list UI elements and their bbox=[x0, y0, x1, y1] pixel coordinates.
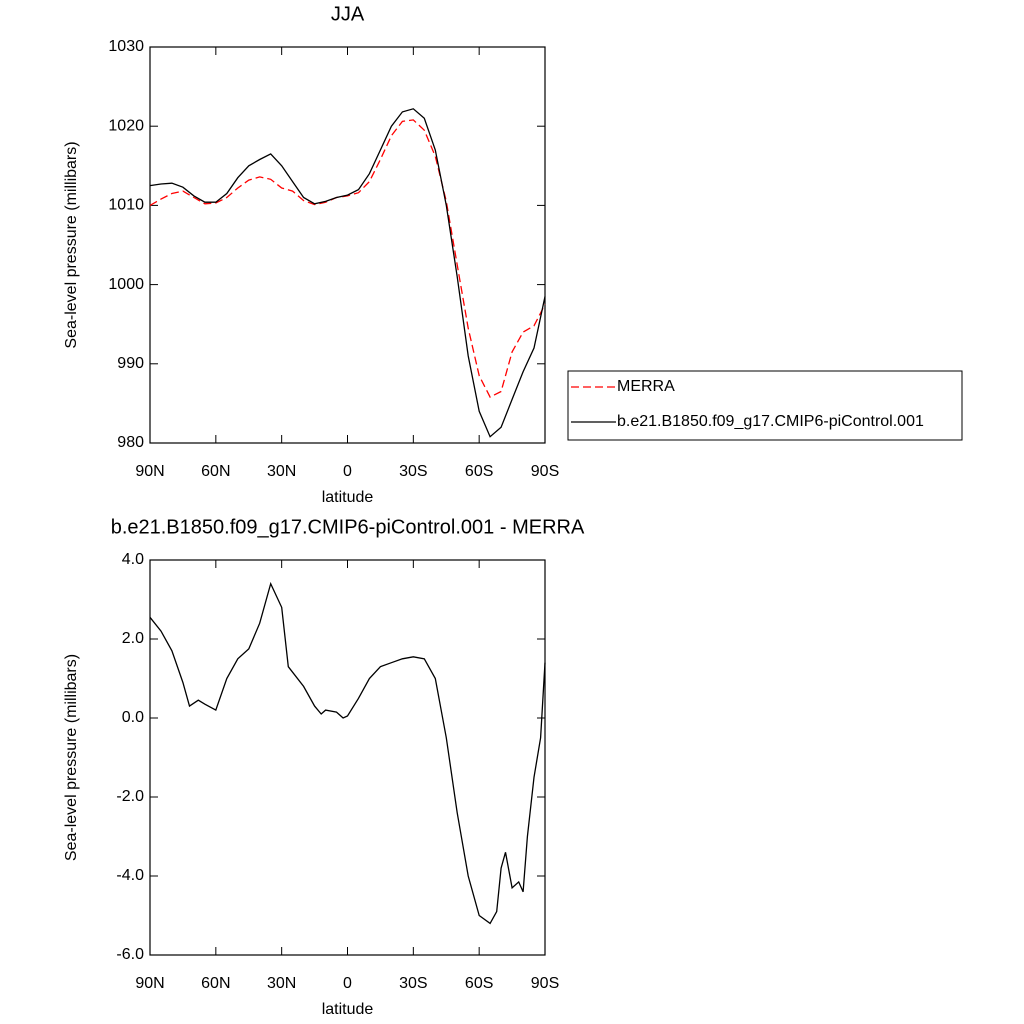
x-tick-label: 60S bbox=[465, 463, 493, 480]
x-tick-label: 30N bbox=[267, 975, 296, 992]
data-line bbox=[149, 581, 546, 925]
x-tick-label: 30S bbox=[399, 975, 427, 992]
plot-frame bbox=[149, 559, 546, 956]
y-tick-label: 1020 bbox=[108, 117, 144, 134]
y-tick-label: 1010 bbox=[108, 197, 144, 214]
y-tick-label: 2.0 bbox=[122, 630, 144, 647]
y-tick-label: -4.0 bbox=[116, 867, 144, 884]
x-tick-label: 60N bbox=[201, 975, 230, 992]
x-tick-label: 90N bbox=[135, 463, 164, 480]
y-axis-label: Sea-level pressure (millibars) bbox=[63, 654, 80, 861]
x-tick-label: 0 bbox=[343, 975, 352, 992]
legend-label: b.e21.B1850.f09_g17.CMIP6-piControl.001 bbox=[617, 413, 924, 430]
x-axis-label: latitude bbox=[322, 489, 374, 506]
x-tick-label: 90N bbox=[135, 975, 164, 992]
y-tick-label: -6.0 bbox=[116, 946, 144, 963]
legend-label: MERRA bbox=[617, 378, 675, 395]
x-tick-label: 90S bbox=[531, 975, 559, 992]
legend-box bbox=[567, 370, 963, 441]
y-tick-label: -2.0 bbox=[116, 788, 144, 805]
x-tick-label: 30S bbox=[399, 463, 427, 480]
y-tick-label: 990 bbox=[117, 355, 144, 372]
chart-title: JJA bbox=[331, 3, 365, 25]
data-line bbox=[149, 119, 546, 398]
y-axis-label: Sea-level pressure (millibars) bbox=[63, 141, 80, 348]
y-tick-label: 1030 bbox=[108, 38, 144, 55]
x-tick-label: 90S bbox=[531, 463, 559, 480]
y-tick-label: 980 bbox=[117, 434, 144, 451]
x-tick-label: 0 bbox=[343, 463, 352, 480]
x-axis-label: latitude bbox=[322, 1001, 374, 1018]
y-tick-label: 4.0 bbox=[122, 551, 144, 568]
y-tick-label: 0.0 bbox=[122, 709, 144, 726]
y-tick-label: 1000 bbox=[108, 276, 144, 293]
data-line bbox=[149, 108, 546, 438]
x-tick-label: 60N bbox=[201, 463, 230, 480]
plot-frame bbox=[149, 46, 546, 444]
chart-title: b.e21.B1850.f09_g17.CMIP6-piControl.001 … bbox=[111, 516, 585, 538]
x-tick-label: 30N bbox=[267, 463, 296, 480]
x-tick-label: 60S bbox=[465, 975, 493, 992]
